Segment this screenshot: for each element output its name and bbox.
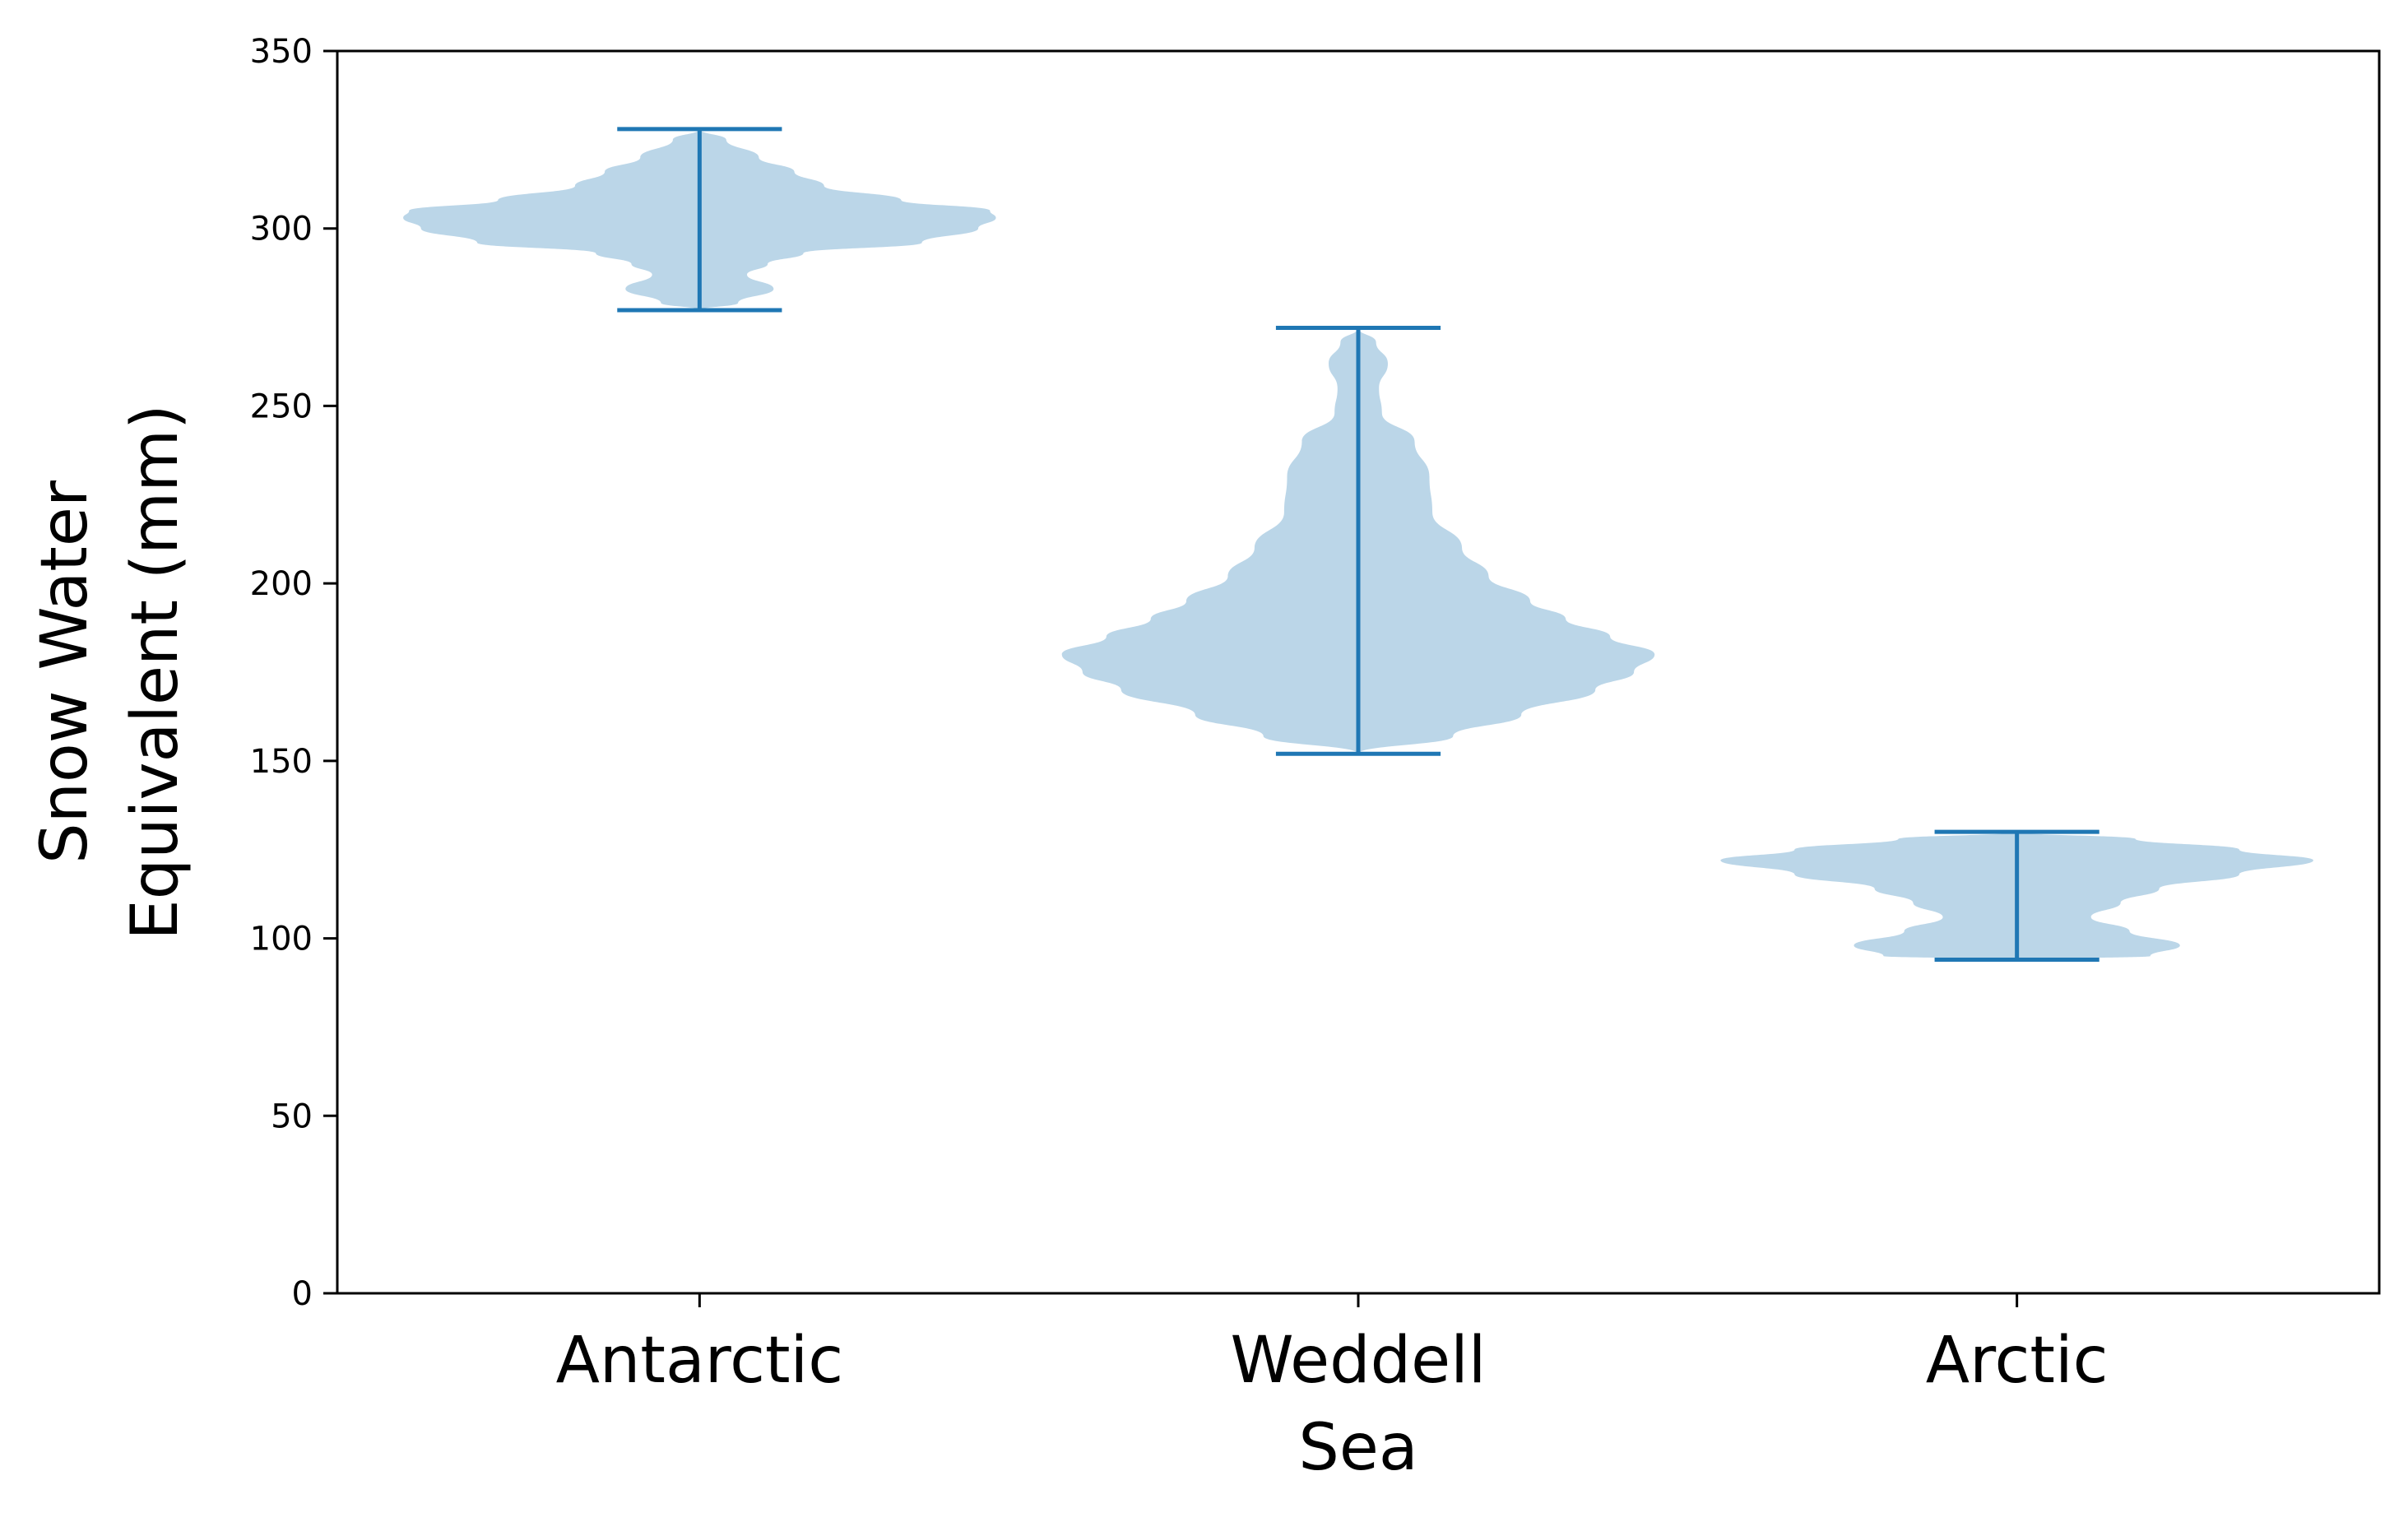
x-tick-label-3: Arctic (1926, 1324, 2109, 1398)
y-tick-label-6: 250 (250, 387, 313, 425)
violin-lines (617, 127, 2099, 962)
y-tick-label-3: 100 (250, 921, 313, 958)
y-axis-label: Snow Water Equivalent (mm) (28, 404, 193, 940)
y-tick-label-7: 300 (250, 211, 313, 248)
y-axis: 0 50 100 150 200 250 300 350 (250, 33, 337, 1313)
y-tick-label-8: 350 (250, 33, 313, 71)
y-tick-label-1: 0 (292, 1275, 313, 1313)
y-tick-label-2: 50 (271, 1097, 313, 1135)
x-axis: Antarctic Weddell Sea Arctic (556, 1293, 2109, 1485)
x-tick-label-2: Weddell Sea (1231, 1324, 1487, 1485)
x-tick-label-1: Antarctic (556, 1324, 844, 1398)
y-tick-label-4: 150 (250, 743, 313, 781)
y-tick-label-5: 200 (250, 565, 313, 603)
